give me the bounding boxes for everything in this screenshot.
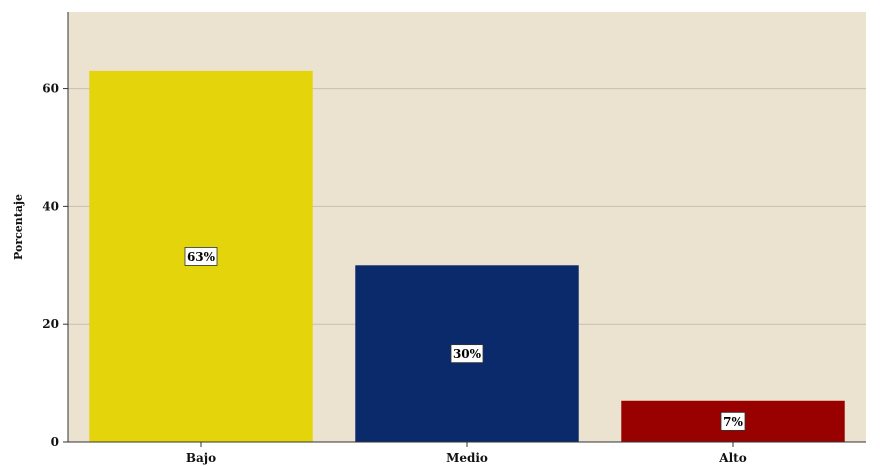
data-label-box	[184, 247, 218, 266]
data-label: 63%	[187, 250, 216, 264]
data-label-box	[450, 344, 484, 364]
data-label: 7%	[723, 415, 743, 429]
x-tick-label: Medio	[446, 451, 488, 465]
y-tick-label: 20	[42, 317, 59, 331]
data-label-box	[720, 411, 746, 431]
x-tick-label: Bajo	[186, 451, 216, 465]
data-label: 30%	[453, 347, 482, 361]
y-tick-label: 40	[42, 199, 59, 213]
axes: 0 20 40 60 Bajo Medio Alto	[42, 12, 866, 465]
x-tick-label: Alto	[718, 451, 746, 465]
y-tick-label: 0	[51, 435, 59, 449]
y-tick-label: 60	[42, 82, 59, 96]
data-labels: 63% 30% 7%	[184, 247, 746, 431]
y-axis-label: Porcentaje	[12, 194, 25, 260]
